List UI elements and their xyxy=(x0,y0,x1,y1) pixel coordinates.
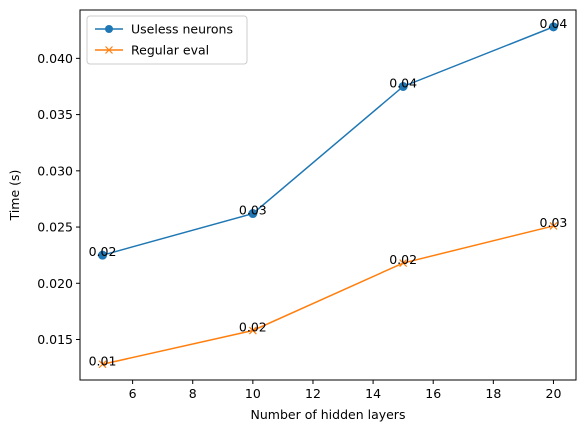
legend-item: Regular eval xyxy=(95,43,209,58)
y-tick-label: 0.025 xyxy=(37,220,73,235)
y-axis-title: Time (s) xyxy=(7,170,22,222)
legend-box xyxy=(86,15,248,65)
legend-item: Useless neurons xyxy=(95,22,233,37)
data-label: 0.02 xyxy=(389,252,417,267)
plot-area xyxy=(79,9,577,381)
x-tick-label: 14 xyxy=(365,386,381,401)
x-tick-label: 18 xyxy=(485,386,501,401)
data-label: 0.01 xyxy=(89,353,117,368)
series-0 xyxy=(98,22,558,260)
data-label: 0.04 xyxy=(540,16,568,31)
data-point xyxy=(248,209,258,219)
series-line xyxy=(102,225,554,365)
legend-marker xyxy=(105,25,113,33)
y-tick-label: 0.030 xyxy=(37,163,73,178)
data-label: 0.02 xyxy=(89,244,117,259)
y-tick-label: 0.040 xyxy=(37,51,73,66)
plot-frame xyxy=(79,9,577,381)
series-1 xyxy=(98,222,558,369)
data-point xyxy=(248,326,257,335)
y-tick-label: 0.015 xyxy=(37,332,73,347)
data-label: 0.03 xyxy=(239,203,267,218)
legend-marker xyxy=(105,46,113,54)
x-tick-label: 12 xyxy=(305,386,321,401)
data-label: 0.03 xyxy=(540,215,568,230)
series-layer xyxy=(98,22,558,369)
x-tick-label: 20 xyxy=(546,386,562,401)
x-tick-label: 16 xyxy=(425,386,441,401)
y-axis: 0.015 0.020 0.025 0.030 0.035 0.040 xyxy=(37,51,80,347)
x-axis-title: Number of hidden layers xyxy=(251,407,406,422)
x-tick-label: 6 xyxy=(129,386,137,401)
data-point xyxy=(398,81,408,91)
legend: Useless neurons Regular eval xyxy=(86,15,248,65)
data-label: 0.02 xyxy=(239,320,267,335)
data-labels: 0.02 0.03 0.04 0.04 0.01 0.02 0.02 0.03 xyxy=(89,16,568,368)
x-tick-label: 10 xyxy=(245,386,261,401)
x-axis: 6 8 10 12 14 16 18 20 xyxy=(129,380,562,401)
y-tick-label: 0.035 xyxy=(37,107,73,122)
legend-label: Useless neurons xyxy=(131,22,233,37)
data-point xyxy=(98,360,107,369)
x-tick-label: 8 xyxy=(189,386,197,401)
data-point xyxy=(98,250,108,260)
series-line xyxy=(102,26,554,256)
data-point xyxy=(549,222,558,230)
data-label: 0.04 xyxy=(389,75,417,90)
data-point xyxy=(548,22,558,32)
legend-label: Regular eval xyxy=(131,43,209,58)
data-point xyxy=(399,259,408,267)
y-tick-label: 0.020 xyxy=(37,276,73,291)
